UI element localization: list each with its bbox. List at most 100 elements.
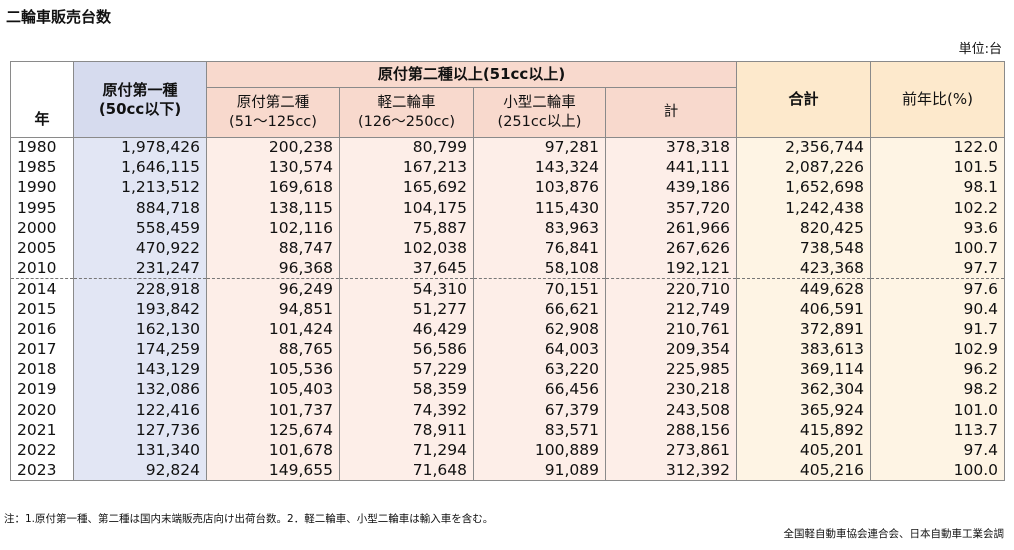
cell-yoy: 101.0: [870, 399, 1005, 421]
cell-gen2: 96,368: [206, 258, 340, 279]
header-light: 軽二輪車 (126〜250cc): [339, 87, 474, 138]
header-small: 小型二輪車 (251cc以上): [473, 87, 606, 138]
cell-light: 54,310: [339, 278, 474, 299]
cell-gen2: 169,618: [206, 177, 340, 199]
cell-total: 369,114: [736, 359, 871, 380]
cell-subtotal: 261,966: [605, 218, 737, 239]
table-row: 2021 127,736 125,674 78,911 83,571 288,156 415…: [10, 420, 1005, 441]
table-row: 2005 470,922 88,747 102,038 76,841 267,626 738…: [10, 238, 1005, 259]
cell-total: 365,924: [736, 399, 871, 421]
cell-light: 71,648: [339, 460, 474, 482]
cell-light: 58,359: [339, 379, 474, 400]
cell-subtotal: 243,508: [605, 399, 737, 421]
cell-yoy: 102.9: [870, 339, 1005, 360]
cell-small: 115,430: [473, 198, 606, 219]
cell-gen1: 92,824: [73, 460, 207, 482]
cell-gen1: 558,459: [73, 218, 207, 239]
cell-year: 1990: [10, 177, 74, 199]
table-row: 2015 193,842 94,851 51,277 66,621 212,749 406,…: [10, 299, 1005, 320]
cell-gen2: 94,851: [206, 299, 340, 320]
cell-gen1: 122,416: [73, 399, 207, 421]
cell-gen1: 231,247: [73, 258, 207, 279]
cell-gen1: 1,213,512: [73, 177, 207, 199]
cell-small: 91,089: [473, 460, 606, 482]
cell-year: 2017: [10, 339, 74, 360]
cell-small: 66,621: [473, 299, 606, 320]
cell-gen2: 130,574: [206, 157, 340, 178]
cell-small: 66,456: [473, 379, 606, 400]
cell-yoy: 98.2: [870, 379, 1005, 400]
cell-small: 62,908: [473, 319, 606, 340]
cell-total: 1,652,698: [736, 177, 871, 199]
cell-small: 67,379: [473, 399, 606, 421]
cell-total: 423,368: [736, 258, 871, 279]
cell-gen2: 101,678: [206, 440, 340, 461]
table-row: 2019 132,086 105,403 58,359 66,456 230,218 362…: [10, 379, 1005, 400]
cell-yoy: 102.2: [870, 198, 1005, 219]
cell-light: 80,799: [339, 137, 474, 158]
cell-total: 405,216: [736, 460, 871, 482]
cell-light: 46,429: [339, 319, 474, 340]
cell-gen1: 1,978,426: [73, 137, 207, 158]
cell-year: 2005: [10, 238, 74, 259]
cell-subtotal: 210,761: [605, 319, 737, 340]
table-row: 1990 1,213,512 169,618 165,692 103,876 439,18…: [10, 177, 1005, 199]
cell-year: 2020: [10, 399, 74, 421]
cell-gen2: 125,674: [206, 420, 340, 441]
cell-subtotal: 230,218: [605, 379, 737, 400]
cell-year: 2010: [10, 258, 74, 279]
table-row: 2020 122,416 101,737 74,392 67,379 243,508 365…: [10, 399, 1005, 421]
cell-subtotal: 212,749: [605, 299, 737, 320]
table-row: 1985 1,646,115 130,574 167,213 143,324 441,11…: [10, 157, 1005, 178]
cell-subtotal: 209,354: [605, 339, 737, 360]
header-total: 合計: [736, 61, 871, 138]
cell-year: 2000: [10, 218, 74, 239]
cell-yoy: 113.7: [870, 420, 1005, 441]
cell-small: 76,841: [473, 238, 606, 259]
cell-gen1: 127,736: [73, 420, 207, 441]
header-group: 原付第二種以上(51cc以上): [206, 61, 737, 88]
cell-light: 57,229: [339, 359, 474, 380]
cell-total: 820,425: [736, 218, 871, 239]
cell-small: 97,281: [473, 137, 606, 158]
cell-gen2: 88,765: [206, 339, 340, 360]
cell-small: 143,324: [473, 157, 606, 178]
cell-small: 63,220: [473, 359, 606, 380]
cell-gen2: 88,747: [206, 238, 340, 259]
cell-small: 58,108: [473, 258, 606, 279]
table-row: 2022 131,340 101,678 71,294 100,889 273,861 40…: [10, 440, 1005, 461]
cell-gen1: 143,129: [73, 359, 207, 380]
table-row: 2017 174,259 88,765 56,586 64,003 209,354 383,…: [10, 339, 1005, 360]
cell-light: 51,277: [339, 299, 474, 320]
cell-light: 75,887: [339, 218, 474, 239]
cell-subtotal: 312,392: [605, 460, 737, 482]
cell-total: 405,201: [736, 440, 871, 461]
cell-light: 71,294: [339, 440, 474, 461]
cell-gen1: 884,718: [73, 198, 207, 219]
cell-light: 78,911: [339, 420, 474, 441]
cell-subtotal: 192,121: [605, 258, 737, 279]
cell-gen2: 101,737: [206, 399, 340, 421]
cell-subtotal: 225,985: [605, 359, 737, 380]
cell-gen1: 174,259: [73, 339, 207, 360]
header-gen2: 原付第二種 (51〜125cc): [206, 87, 340, 138]
cell-gen2: 96,249: [206, 278, 340, 299]
cell-total: 406,591: [736, 299, 871, 320]
cell-gen1: 228,918: [73, 278, 207, 299]
cell-total: 362,304: [736, 379, 871, 400]
cell-total: 415,892: [736, 420, 871, 441]
cell-yoy: 100.7: [870, 238, 1005, 259]
cell-yoy: 97.6: [870, 278, 1005, 299]
cell-gen1: 132,086: [73, 379, 207, 400]
cell-gen1: 470,922: [73, 238, 207, 259]
cell-subtotal: 273,861: [605, 440, 737, 461]
cell-light: 102,038: [339, 238, 474, 259]
cell-light: 74,392: [339, 399, 474, 421]
cell-small: 64,003: [473, 339, 606, 360]
table-row: 1995 884,718 138,115 104,175 115,430 357,720 1…: [10, 198, 1005, 219]
cell-yoy: 122.0: [870, 137, 1005, 158]
cell-yoy: 98.1: [870, 177, 1005, 199]
table-row: 2000 558,459 102,116 75,887 83,963 261,966 820…: [10, 218, 1005, 239]
source-credit: 全国軽自動車協会連合会、日本自動車工業会調: [783, 528, 1005, 540]
cell-yoy: 93.6: [870, 218, 1005, 239]
